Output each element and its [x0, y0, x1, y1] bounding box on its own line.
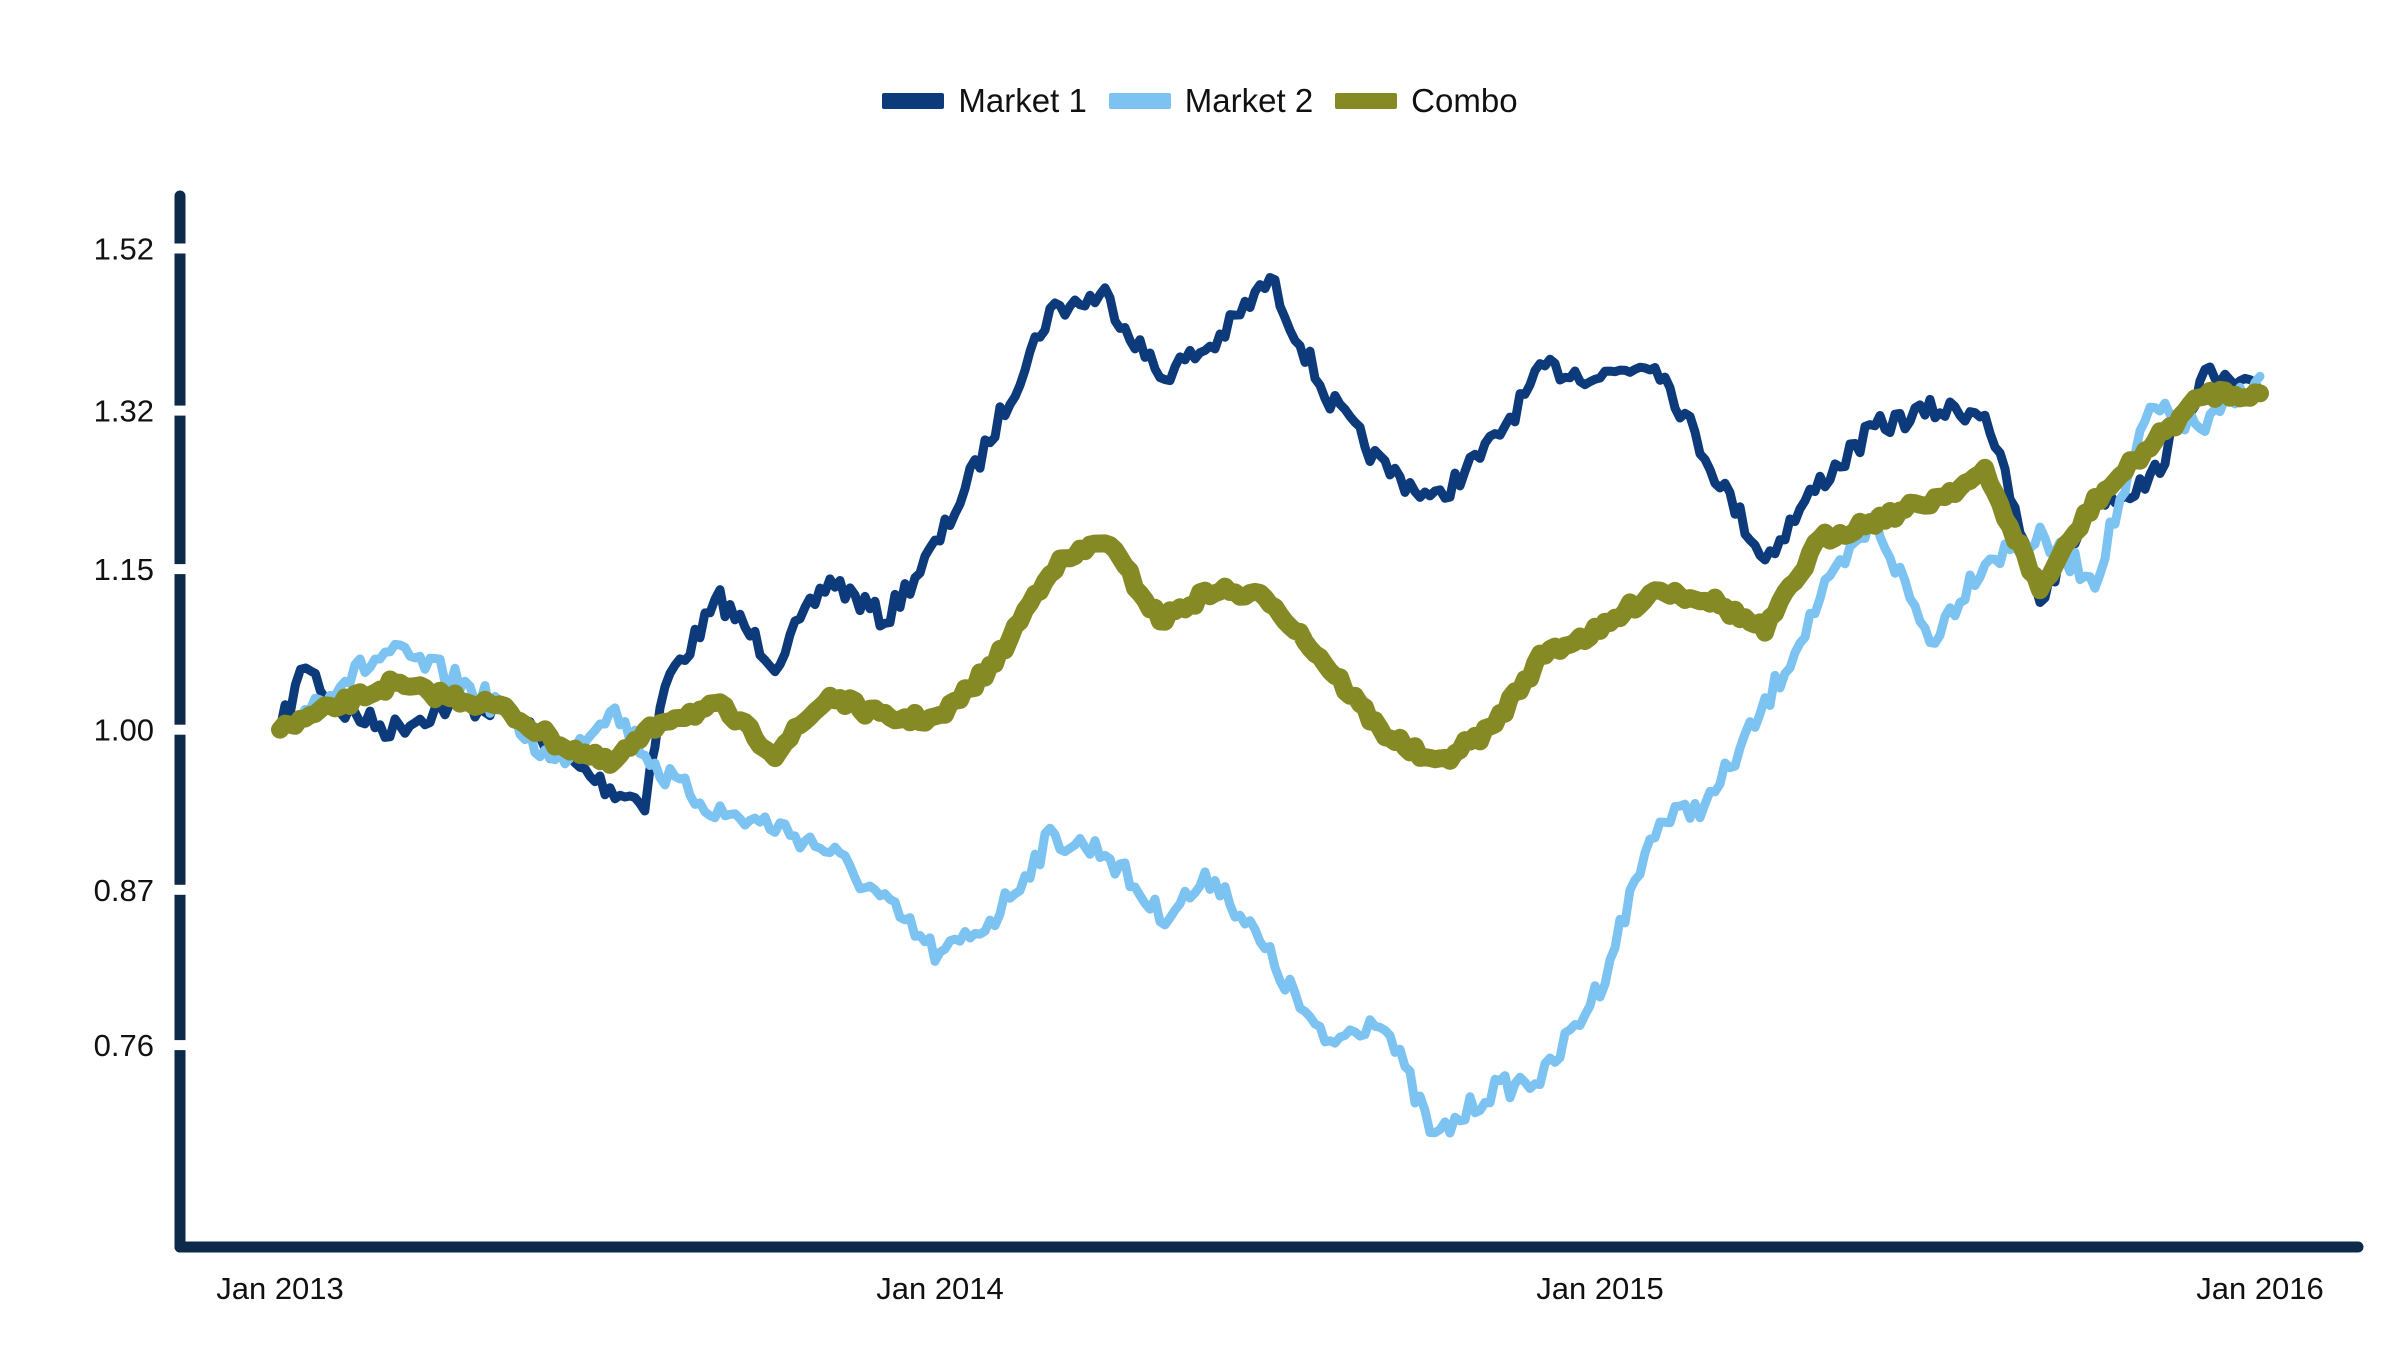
legend-swatch-market-2 [1108, 93, 1171, 109]
series-layer [271, 273, 2269, 1138]
y-tick [172, 243, 188, 254]
y-tick-label: 1.32 [94, 394, 154, 429]
x-tick-label: Jan 2013 [216, 1271, 344, 1306]
legend-item-combo: Combo [1335, 82, 1518, 120]
y-tick-label: 0.87 [94, 873, 154, 908]
y-tick [172, 724, 188, 735]
series-line-combo [271, 380, 2269, 774]
legend-swatch-market-1 [882, 93, 945, 109]
y-tick-label: 1.00 [94, 713, 154, 748]
legend-label-market-1: Market 1 [958, 82, 1087, 119]
x-tick-label: Jan 2015 [1536, 1271, 1664, 1306]
y-tick [172, 884, 188, 895]
y-tick-label: 1.15 [94, 552, 154, 587]
y-tick-label: 1.52 [94, 232, 154, 267]
legend-item-market-1: Market 1 [882, 82, 1087, 120]
y-tick-label: 0.76 [94, 1028, 154, 1063]
legend-label-combo: Combo [1411, 82, 1518, 119]
chart-legend: Market 1 Market 2 Combo [0, 82, 2400, 120]
x-tick-label: Jan 2016 [2196, 1271, 2324, 1306]
axis-layer: 0.76 0.87 1.00 1.15 1.32 1.52 Jan 2013 Jan 2014… [94, 190, 2364, 1306]
legend-label-market-2: Market 2 [1184, 82, 1314, 119]
legend-item-market-2: Market 2 [1108, 82, 1314, 120]
series-line-market-1 [275, 273, 2265, 816]
x-tick-label: Jan 2014 [876, 1271, 1004, 1306]
y-tick [172, 405, 188, 416]
y-tick [172, 1040, 188, 1051]
series-line-market-2 [275, 371, 2265, 1138]
y-tick [172, 564, 188, 575]
legend-swatch-combo [1335, 93, 1398, 109]
